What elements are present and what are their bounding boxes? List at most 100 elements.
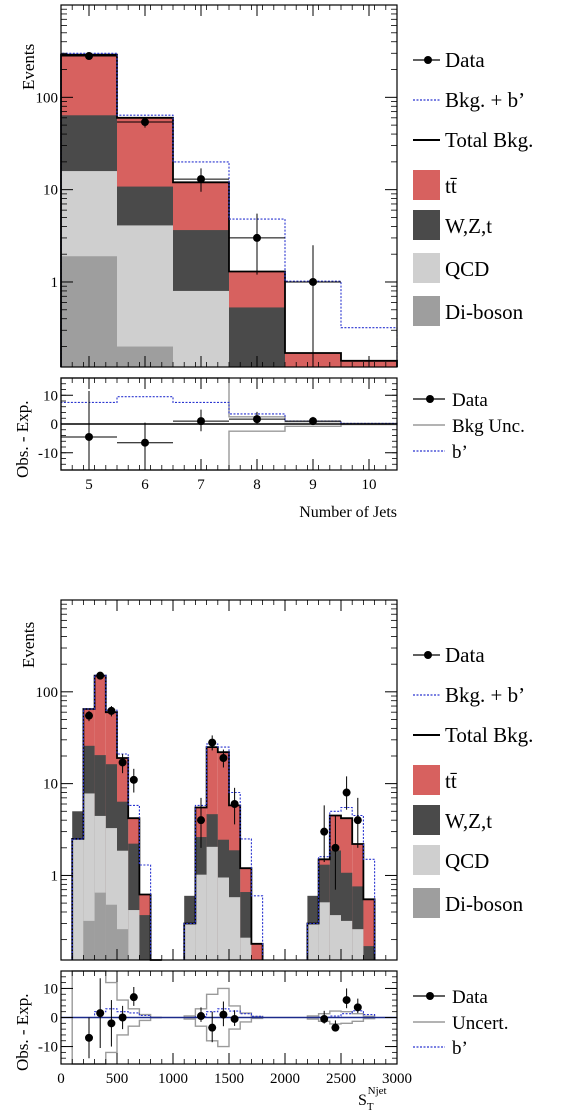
st-legend-data-entry: Data [413,643,485,667]
st-main-ytick-label-0: 100 [36,685,59,701]
st-ratio-legend-uncert-entry: Uncert. [413,1013,508,1034]
st-main-wzt-bar-5 [128,843,140,960]
st-ratio-xlabel: ST Njet [358,1085,387,1113]
st-main-qcd-bar-17 [329,915,341,960]
st-main-ttbar-bar-20 [363,899,375,960]
njets-ratio-ytick-label-2: -10 [38,446,58,462]
legend-diboson-label: Di-boson [445,300,524,324]
njets-main-qcd-bar-1 [117,225,173,367]
st-ratio-data-point-0 [85,1033,93,1042]
st-ratio-data-point-4 [129,993,138,1002]
st-main-data-point-2 [107,706,116,715]
st-main-data-point-12 [353,816,362,825]
st-main-data-point-0 [85,711,93,720]
st-ratio-data-point-1 [96,1009,105,1018]
njets-main-data-point-3 [253,233,261,242]
st-main-qcd-bar-5 [128,910,140,960]
st-ratio-xlabel-main: S [358,1092,367,1109]
st-main-data-point-9 [320,827,329,836]
njets-main-plot-area [60,52,398,368]
ratio-legend-uncert-entry: Bkg Unc. [413,416,525,437]
ratio-legend-signal-entry: b’ [413,442,468,463]
st-legend-diboson-label: Di-boson [445,892,524,916]
legend-wzt-label: W,Z,t [445,214,492,238]
st-ratio-ytick-label-0: 10 [43,981,58,997]
njets-main-data-point-2 [197,175,205,184]
njets-ratio-panel: 10 0 -10 5 6 7 8 9 10 Obs. - Exp. Number of Jets [13,377,398,521]
njets-ratio-uncert-up [60,377,398,425]
st-main-qcd-bar-16 [318,902,330,960]
legend-qcd-label: QCD [445,257,489,281]
njets-main-qcd-bar-2 [173,290,229,367]
st-main-data-point-4 [129,775,138,784]
st-main-diboson-bar-4 [117,929,129,960]
njets-ratio-xlabel: Number of Jets [299,504,397,521]
njets-main-ytick-label-2: 1 [51,275,59,291]
st-ratio-xtick-label-3: 1500 [214,1071,244,1087]
njets-main-data-point-0 [85,52,93,61]
st-main-qcd-bar-10 [206,846,218,960]
st-legend-qcd-entry: QCD [413,845,489,875]
njets-ratio-ytick-label-1: 0 [51,417,59,433]
st-legend-ttbar-label: tt̄ [445,769,458,793]
st-main-data-point-7 [219,754,228,763]
st-legend-qcd-label: QCD [445,849,489,873]
st-ratio-xtick-label-6: 3000 [382,1071,412,1087]
st-main-ttbar-bar-14 [251,943,263,960]
legend-ttbar-entry: tt̄ [413,170,458,200]
st-main-qcd-bar-2 [94,815,106,960]
njets-main-diboson-bar-0 [61,256,117,367]
st-legend-data-label: Data [445,643,485,667]
legend-diboson-entry: Di-boson [413,296,524,326]
st-ratio-xtick-label-1: 500 [106,1071,129,1087]
st-main-qcd-bar-13 [240,937,252,960]
st-legend-signal-label: Bkg. + b’ [445,683,525,707]
njets-ratio-uncert-down [60,423,398,471]
st-ratio-data-point-12 [353,1003,362,1012]
njets-ratio-xtick-label-0: 5 [85,477,93,493]
njets-main-data-point-1 [141,118,149,127]
legend-signal-label: Bkg. + b’ [445,88,525,112]
st-legend-signal-entry: Bkg. + b’ [413,683,525,707]
st-ratio-legend-uncert-label: Uncert. [452,1013,508,1034]
st-legend-diboson-entry: Di-boson [413,888,524,918]
njets-ratio-xtick-label-2: 7 [197,477,205,493]
njets-ratio-xtick-label-3: 8 [253,477,261,493]
st-main-qcd-bar-18 [341,920,353,960]
st-legend-total-entry: Total Bkg. [413,723,533,747]
st-main-data-point-6 [208,738,217,747]
st-main-signal-line [71,674,376,961]
ratio-legend-signal-label: b’ [452,442,468,463]
st-ratio-data-point-5 [197,1012,205,1021]
st-main-wzt-bar-17 [329,850,341,960]
legend-total-label: Total Bkg. [445,128,533,152]
st-legend-total-label: Total Bkg. [445,723,533,747]
st-ratio-plot-area [61,970,397,1065]
st-ratio-data-point-8 [230,1014,239,1023]
legend-total-entry: Total Bkg. [413,128,533,152]
st-ratio-ylabel: Obs. - Exp. [13,994,32,1071]
njets-ratio-signal-line [60,396,398,424]
st-ratio-ticks: 10 0 -10 0 500 1000 1500 2000 2500 3000 [38,970,412,1087]
ratio-legend-data-label: Data [452,390,488,411]
st-main-ylabel: Events [19,622,38,668]
st-ratio-xtick-label-0: 0 [57,1071,65,1087]
st-main-legend: Data Bkg. + b’ Total Bkg. tt̄ W,Z,t QCD … [413,643,533,918]
st-main-qcd-bar-19 [352,929,364,960]
njets-ratio-plot-area [60,377,398,471]
st-main-data-point-3 [118,758,127,767]
st-main-panel: 100 10 1 Events [19,599,398,961]
st-ratio-panel: 10 0 -10 0 500 1000 1500 2000 2500 3000 Obs. - Ex… [13,970,412,1113]
st-main-diboson-bar-3 [105,904,117,960]
st-main-wzt-bar-18 [341,872,353,960]
st-main-wzt-bar-19 [352,886,364,960]
njets-ratio-data-point-0 [85,432,93,441]
njets-ratio-data-point-3 [253,415,261,424]
st-main-qcd-bar-11 [217,877,229,960]
njets-main-ytick-label-0: 100 [36,90,59,106]
st-main-data-point-10 [331,843,340,852]
ratio-legend-uncert-label: Bkg Unc. [452,416,525,437]
st-main-qcd-bar-9 [195,874,207,960]
st-main-data-point-11 [342,788,351,797]
st-main-wzt-bar-13 [240,892,252,960]
